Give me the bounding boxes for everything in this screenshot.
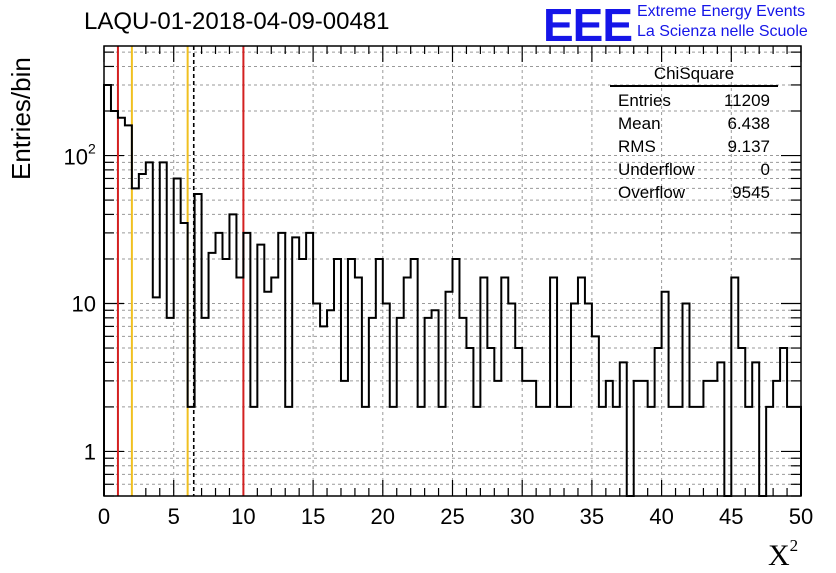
stats-value: 11209 (723, 91, 770, 110)
y-tick-label: 10 (72, 292, 96, 317)
stats-row-rms: RMS 9.137 (610, 135, 778, 158)
x-tick-label: 25 (440, 504, 464, 529)
stats-label: RMS (618, 137, 656, 156)
chart-title: LAQU-01-2018-04-09-00481 (84, 8, 390, 35)
stats-label: Mean (618, 114, 661, 133)
x-tick-label: 5 (168, 504, 180, 529)
histogram-step-line (103, 83, 802, 497)
stats-label: Overflow (618, 183, 686, 202)
stats-row-overflow: Overflow 9545 (610, 181, 778, 204)
x-tick-label: 40 (649, 504, 673, 529)
x-tick-label: 45 (719, 504, 743, 529)
stats-value: 9.137 (727, 137, 770, 156)
logo-line-1: Extreme Energy Events (637, 3, 806, 20)
grid-lines (104, 46, 801, 496)
x-tick-label: 30 (510, 504, 534, 529)
x-tick-label: 20 (371, 504, 395, 529)
y-tick-label: 1 (84, 439, 96, 464)
stats-label: Entries (618, 91, 671, 110)
y-tick-label-exp: 2 (88, 141, 96, 157)
plot-frame (103, 45, 802, 497)
y-axis-label: Entries/bin (6, 57, 36, 180)
stats-value: 6.438 (727, 114, 770, 133)
logo-line-2: La Scienza nelle Scuole (637, 23, 808, 40)
x-tick-label: 0 (98, 504, 110, 529)
stats-name: ChiSquare (610, 64, 778, 87)
stats-value: 9545 (732, 183, 770, 202)
stats-row-mean: Mean 6.438 (610, 112, 778, 135)
eee-logo: EEE (543, 0, 633, 51)
x-axis-label-sup: 2 (789, 536, 799, 555)
x-tick-label: 50 (789, 504, 813, 529)
y-tick-label: 10 (64, 145, 88, 170)
cut-lines (116, 46, 245, 496)
x-tick-label: 10 (231, 504, 255, 529)
x-axis-label-base: X (768, 539, 790, 572)
stats-label: Underflow (618, 160, 695, 179)
x-tick-label: 15 (301, 504, 325, 529)
x-tick-label: 35 (580, 504, 604, 529)
stats-value: 0 (760, 160, 770, 179)
stats-row-underflow: Underflow 0 (610, 158, 778, 181)
stats-box: ChiSquare Entries 11209 Mean 6.438 RMS 9.13… (610, 64, 778, 204)
x-axis-label: X2 (768, 536, 798, 573)
stats-row-entries: Entries 11209 (610, 89, 778, 112)
